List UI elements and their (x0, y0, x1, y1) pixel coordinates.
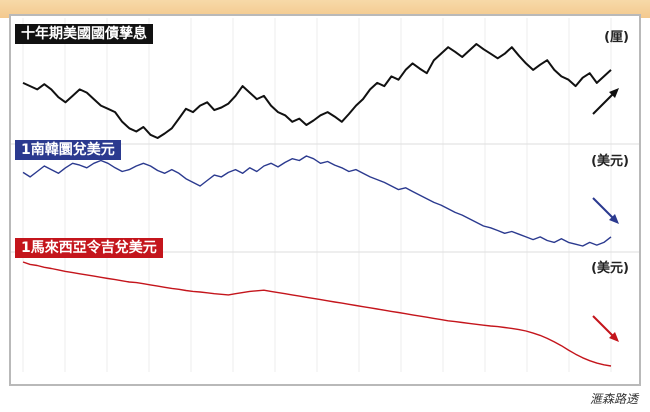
down-arrow-icon-red (592, 315, 619, 342)
panel-title-us-treasury-yield: 十年期美國國債孳息 (15, 24, 153, 44)
top-banner (0, 0, 650, 18)
unit-label-treasury: (厘) (604, 30, 629, 45)
panel-title-myr-usd: 1馬來西亞令吉兌美元 (15, 238, 163, 258)
chart-series-group (22, 43, 612, 367)
unit-label-myr: (美元) (591, 261, 629, 276)
series-line-0 (22, 43, 612, 139)
unit-label-krw: (美元) (591, 154, 629, 169)
chart-gridlines (11, 18, 639, 372)
down-arrow-icon-blue (592, 197, 619, 224)
source-credit: 滙森路透 (589, 392, 638, 406)
series-line-1 (22, 155, 612, 247)
up-arrow-icon (592, 88, 619, 115)
chart-canvas (11, 18, 639, 372)
series-line-2 (22, 261, 612, 367)
panel-title-krw-usd: 1南韓圜兌美元 (15, 140, 121, 160)
chart-frame: 十年期美國國債孳息 (厘) 1南韓圜兌美元 (美元) 1馬來西亞令吉兌美元 (美… (9, 14, 641, 386)
